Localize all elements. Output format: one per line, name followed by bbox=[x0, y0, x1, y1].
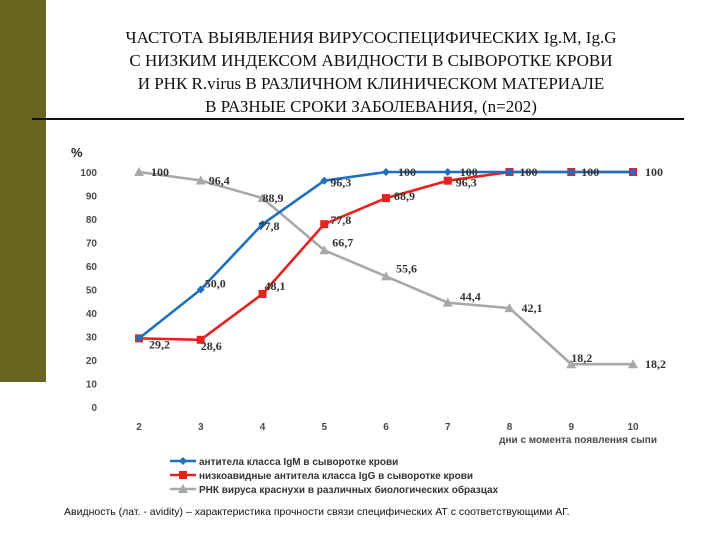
data-label: 100 bbox=[398, 165, 416, 179]
legend-label: низкоавидные антитела класса IgG в сывор… bbox=[199, 471, 473, 482]
data-label: 96,3 bbox=[330, 176, 351, 190]
data-label: 50,0 bbox=[205, 277, 226, 291]
legend-marker bbox=[179, 471, 187, 479]
data-point bbox=[320, 220, 329, 229]
slide-title: ЧАСТОТА ВЫЯВЛЕНИЯ ВИРУСОСПЕЦИФИЧЕСКИХ Ig… bbox=[56, 26, 686, 118]
data-point bbox=[135, 334, 143, 343]
x-tick-label: 6 bbox=[383, 422, 389, 433]
y-axis-label: % bbox=[71, 145, 83, 160]
legend-marker bbox=[179, 457, 187, 465]
data-point bbox=[566, 359, 577, 369]
data-point bbox=[442, 297, 453, 307]
data-point bbox=[381, 271, 391, 281]
x-tick-label: 9 bbox=[568, 422, 574, 433]
data-label: 96,3 bbox=[456, 176, 477, 190]
data-label: 44,4 bbox=[460, 290, 481, 304]
y-tick-label: 30 bbox=[86, 333, 98, 344]
x-tick-label: 7 bbox=[445, 422, 451, 433]
data-label: 100 bbox=[151, 165, 169, 179]
y-tick-label: 80 bbox=[86, 215, 98, 226]
data-point bbox=[382, 194, 390, 203]
data-point bbox=[504, 303, 515, 313]
title-underline bbox=[32, 118, 684, 120]
x-axis-label: дни с момента появления сыпи bbox=[499, 435, 657, 446]
data-point bbox=[257, 193, 268, 203]
data-point bbox=[443, 176, 452, 185]
title-line: И РНК R.virus В РАЗЛИЧНОМ КЛИНИЧЕСКОМ МА… bbox=[137, 74, 605, 93]
y-tick-label: 100 bbox=[80, 168, 97, 179]
data-point bbox=[195, 175, 206, 185]
legend-marker bbox=[178, 484, 188, 493]
data-label: 18,2 bbox=[571, 351, 592, 365]
x-tick-label: 2 bbox=[136, 422, 142, 433]
data-label: 96,4 bbox=[209, 173, 230, 187]
footnote: Авидность (лат. - avidity) – характерист… bbox=[64, 506, 570, 518]
x-tick-label: 5 bbox=[321, 422, 327, 433]
data-point bbox=[443, 168, 452, 176]
data-label: 77,8 bbox=[259, 219, 280, 233]
y-tick-label: 40 bbox=[86, 309, 98, 320]
slide-accent-bar bbox=[0, 0, 46, 382]
line-chart: % 0 10 20 30 40 50 60 70 80 90 100 2 3 4 5 6 7 8 9 10 дни с м… bbox=[71, 145, 666, 496]
y-tick-label: 20 bbox=[86, 356, 98, 367]
data-label: 88,9 bbox=[394, 189, 415, 203]
data-point bbox=[319, 245, 330, 255]
data-label: 100 bbox=[460, 165, 478, 179]
data-label: 29,2 bbox=[149, 337, 170, 351]
data-point bbox=[628, 359, 638, 369]
title-line: ЧАСТОТА ВЫЯВЛЕНИЯ ВИРУСОСПЕЦИФИЧЕСКИХ Ig… bbox=[125, 28, 617, 47]
y-tick-label: 0 bbox=[91, 403, 97, 414]
data-label: 28,6 bbox=[201, 339, 222, 353]
y-tick-label: 60 bbox=[86, 262, 98, 273]
data-point bbox=[629, 168, 637, 176]
data-label: 55,6 bbox=[396, 261, 417, 275]
data-label: 48,1 bbox=[265, 279, 286, 293]
data-label: 100 bbox=[520, 165, 538, 179]
y-tick-label: 10 bbox=[86, 380, 98, 391]
data-label: 77,8 bbox=[330, 213, 351, 227]
data-point bbox=[382, 168, 390, 176]
data-point bbox=[134, 167, 144, 176]
y-tick-label: 70 bbox=[86, 239, 98, 250]
data-label: 66,7 bbox=[332, 235, 353, 249]
data-point bbox=[320, 176, 329, 185]
data-label: 18,2 bbox=[645, 357, 666, 371]
title-line: С НИЗКИМ ИНДЕКСОМ АВИДНОСТИ В СЫВОРОТКЕ … bbox=[129, 51, 613, 70]
x-tick-label: 3 bbox=[198, 422, 204, 433]
data-label: 100 bbox=[645, 165, 663, 179]
x-tick-label: 8 bbox=[507, 422, 513, 433]
data-label: 100 bbox=[581, 165, 599, 179]
data-point bbox=[505, 168, 514, 176]
data-point bbox=[567, 168, 576, 176]
title-line: В РАЗНЫЕ СРОКИ ЗАБОЛЕВАНИЯ, (n=202) bbox=[205, 97, 537, 116]
legend-label: РНК вируса краснухи в различных биологич… bbox=[199, 484, 499, 496]
legend-label: антитела класса IgM в сыворотке крови bbox=[199, 457, 398, 468]
data-point bbox=[258, 220, 267, 229]
data-point bbox=[196, 285, 205, 294]
x-tick-label: 10 bbox=[627, 422, 639, 433]
data-point bbox=[196, 335, 205, 344]
data-label: 88,9 bbox=[263, 191, 284, 205]
y-tick-label: 50 bbox=[86, 286, 98, 297]
y-tick-label: 90 bbox=[86, 192, 98, 203]
x-tick-label: 4 bbox=[260, 422, 266, 433]
data-point bbox=[258, 289, 267, 298]
data-label: 42,1 bbox=[522, 301, 543, 315]
